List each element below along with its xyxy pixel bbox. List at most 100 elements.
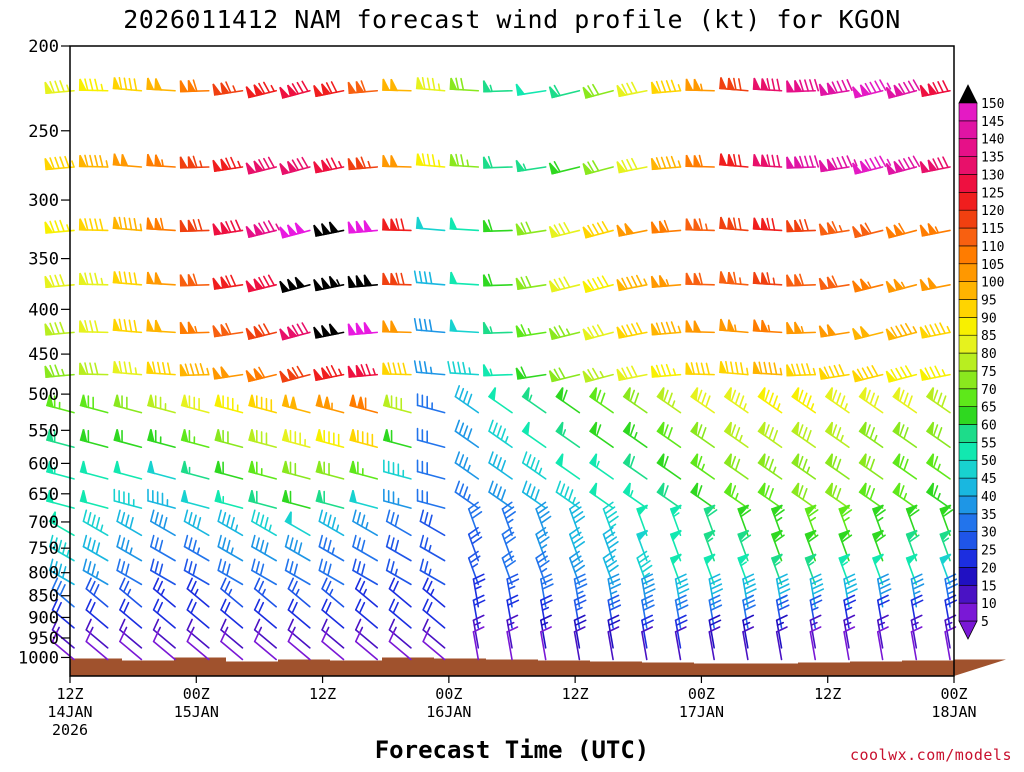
wind-barb (725, 483, 748, 508)
wind-barb (550, 86, 580, 98)
wind-barb (80, 219, 108, 231)
wind-barb (384, 460, 411, 479)
wind-barb (516, 277, 545, 289)
wind-barb (617, 224, 647, 236)
wind-barb (920, 366, 950, 380)
colorbar-tick-label: 90 (981, 311, 997, 326)
wind-barb (820, 365, 849, 379)
wind-barb (820, 156, 857, 171)
colorbar-swatch (959, 442, 977, 460)
wind-barb (893, 388, 916, 413)
wind-barb (759, 483, 782, 508)
wind-barb (455, 420, 478, 447)
wind-barb (418, 460, 445, 479)
wind-barb (853, 326, 883, 339)
wind-barb (283, 461, 310, 479)
wind-barb (180, 274, 208, 285)
wind-barb (350, 395, 377, 413)
wind-barb (418, 489, 445, 508)
wind-barb (556, 388, 579, 413)
colorbar-swatch (959, 532, 977, 550)
wind-barb (80, 79, 108, 91)
wind-barb (826, 483, 849, 508)
wind-barb (754, 272, 782, 285)
wind-barb (182, 395, 209, 413)
wind-barb (252, 510, 276, 535)
colorbar-swatch (959, 103, 977, 121)
wind-barb (686, 155, 714, 167)
y-tick-label: 400 (28, 300, 59, 320)
wind-barb (583, 222, 613, 238)
wind-barb (80, 321, 108, 333)
wind-barb (350, 461, 377, 479)
wind-barb (759, 454, 782, 479)
y-tick-label: 800 (28, 564, 59, 584)
wind-barb (415, 361, 445, 375)
wind-barb (249, 490, 276, 508)
wind-barb (80, 363, 108, 375)
colorbar-extend-low (959, 621, 977, 639)
wind-barb (180, 80, 208, 91)
wind-barb (151, 536, 175, 561)
wind-barb (575, 574, 587, 606)
credit-text: coolwx.com/models (850, 746, 1012, 764)
wind-barb (448, 362, 478, 375)
wind-barb (147, 78, 175, 91)
wind-barb (249, 395, 276, 413)
colorbar-swatch (959, 585, 977, 603)
wind-barb (652, 221, 681, 233)
wind-barb (348, 157, 377, 169)
wind-barb (283, 490, 310, 508)
wind-barb (450, 218, 478, 231)
wind-barb (720, 77, 748, 90)
wind-barb (387, 559, 411, 584)
wind-barb (151, 559, 175, 584)
colorbar-swatch (959, 210, 977, 228)
colorbar-tick-label: 80 (981, 347, 997, 362)
wind-barb (878, 627, 888, 659)
wind-barb (691, 454, 714, 479)
wind-barb (658, 422, 681, 447)
x-axis-label: Forecast Time (UTC) (375, 736, 650, 764)
wind-barb (652, 80, 681, 93)
wind-barb (348, 365, 377, 377)
wind-barb (417, 77, 445, 90)
colorbar-swatch (959, 407, 977, 425)
x-tick-label: 17JAN (679, 703, 724, 721)
wind-barb (213, 324, 242, 337)
wind-barb (117, 536, 141, 561)
wind-barb (920, 157, 950, 172)
wind-barb (523, 452, 546, 479)
wind-barb (652, 157, 681, 170)
colorbar-tick-label: 150 (981, 97, 1004, 112)
wind-barb (383, 321, 411, 333)
colorbar-swatch (959, 567, 977, 585)
wind-barb (252, 536, 276, 561)
wind-barb (759, 422, 782, 447)
wind-barb (608, 574, 620, 606)
wind-barb (691, 422, 714, 447)
wind-barb (720, 217, 748, 230)
wind-barb (314, 276, 344, 290)
wind-barb (316, 429, 343, 447)
wind-barb (417, 154, 445, 167)
wind-barb (83, 510, 107, 535)
wind-barb (550, 277, 580, 291)
wind-barb (81, 429, 108, 447)
colorbar-tick-label: 125 (981, 186, 1004, 201)
wind-barb (920, 278, 950, 290)
colorbar-tick-label: 35 (981, 508, 997, 523)
wind-barb (860, 483, 883, 508)
colorbar-swatch (959, 478, 977, 496)
wind-barb (83, 536, 107, 561)
wind-barb (316, 395, 343, 413)
wind-barb (148, 395, 175, 413)
wind-barb (246, 157, 276, 173)
wind-barb (484, 220, 512, 231)
chart-title: 2026011412 NAM forecast wind profile (kt… (123, 5, 901, 34)
x-tick-label: 00Z (688, 685, 715, 703)
wind-barb (113, 271, 141, 284)
wind-barb (927, 483, 950, 508)
wind-barb (286, 536, 310, 561)
colorbar-tick-label: 145 (981, 115, 1004, 130)
